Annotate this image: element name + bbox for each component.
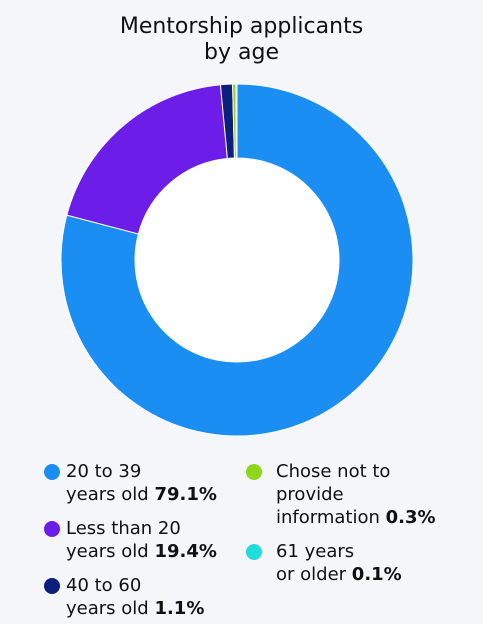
chart-legend: 20 to 39 years old 79.1% Less than 20 ye… — [0, 456, 483, 624]
legend-item-40-to-60: 40 to 60 years old 1.1% — [44, 574, 204, 620]
legend-item-less-than-20: Less than 20 years old 19.4% — [44, 517, 217, 563]
legend-label-less-than-20: Less than 20 — [66, 518, 181, 539]
donut-hole — [135, 158, 339, 362]
chart-title-line-1: Mentorship applicants — [119, 14, 364, 39]
legend-label-chose-not-to-provide: Chose not to — [276, 461, 391, 482]
legend-label-40-to-60-line2: years old — [66, 598, 149, 619]
legend-item-20-to-39: 20 to 39 years old 79.1% — [44, 460, 217, 506]
legend-value-20-to-39: 79.1% — [154, 484, 217, 505]
legend-label-chose-not-to-provide-line2: provide — [276, 484, 344, 505]
legend-item-61-or-older: 61 years or older 0.1% — [246, 540, 402, 586]
legend-item-chose-not-to-provide: Chose not to provide information 0.3% — [246, 460, 436, 529]
legend-swatch-40-to-60 — [44, 578, 60, 594]
donut-slice-0 — [60, 83, 414, 437]
legend-value-40-to-60: 1.1% — [154, 598, 205, 619]
legend-value-less-than-20: 19.4% — [154, 541, 217, 562]
legend-label-40-to-60: 40 to 60 — [66, 575, 142, 596]
legend-value-chose-not-to-provide: 0.3% — [385, 507, 436, 528]
legend-swatch-61-or-older — [246, 544, 262, 560]
legend-swatch-chose-not-to-provide — [246, 464, 262, 480]
chart-title: Mentorship applicants by age — [0, 14, 483, 66]
chart-title-line-2: by age — [204, 40, 279, 65]
legend-label-20-to-39-line2: years old — [66, 484, 149, 505]
legend-swatch-20-to-39 — [44, 464, 60, 480]
legend-label-less-than-20-line2: years old — [66, 541, 149, 562]
legend-label-61-or-older: 61 years — [276, 541, 355, 562]
legend-swatch-less-than-20 — [44, 521, 60, 537]
legend-value-61-or-older: 0.1% — [351, 564, 402, 585]
legend-label-20-to-39: 20 to 39 — [66, 461, 142, 482]
legend-label-chose-not-to-provide-line3: information — [276, 507, 380, 528]
donut-slice-1 — [66, 84, 228, 235]
donut-chart — [60, 83, 414, 437]
legend-label-61-or-older-line2: or older — [276, 564, 347, 585]
donut-slice-4 — [235, 83, 238, 159]
